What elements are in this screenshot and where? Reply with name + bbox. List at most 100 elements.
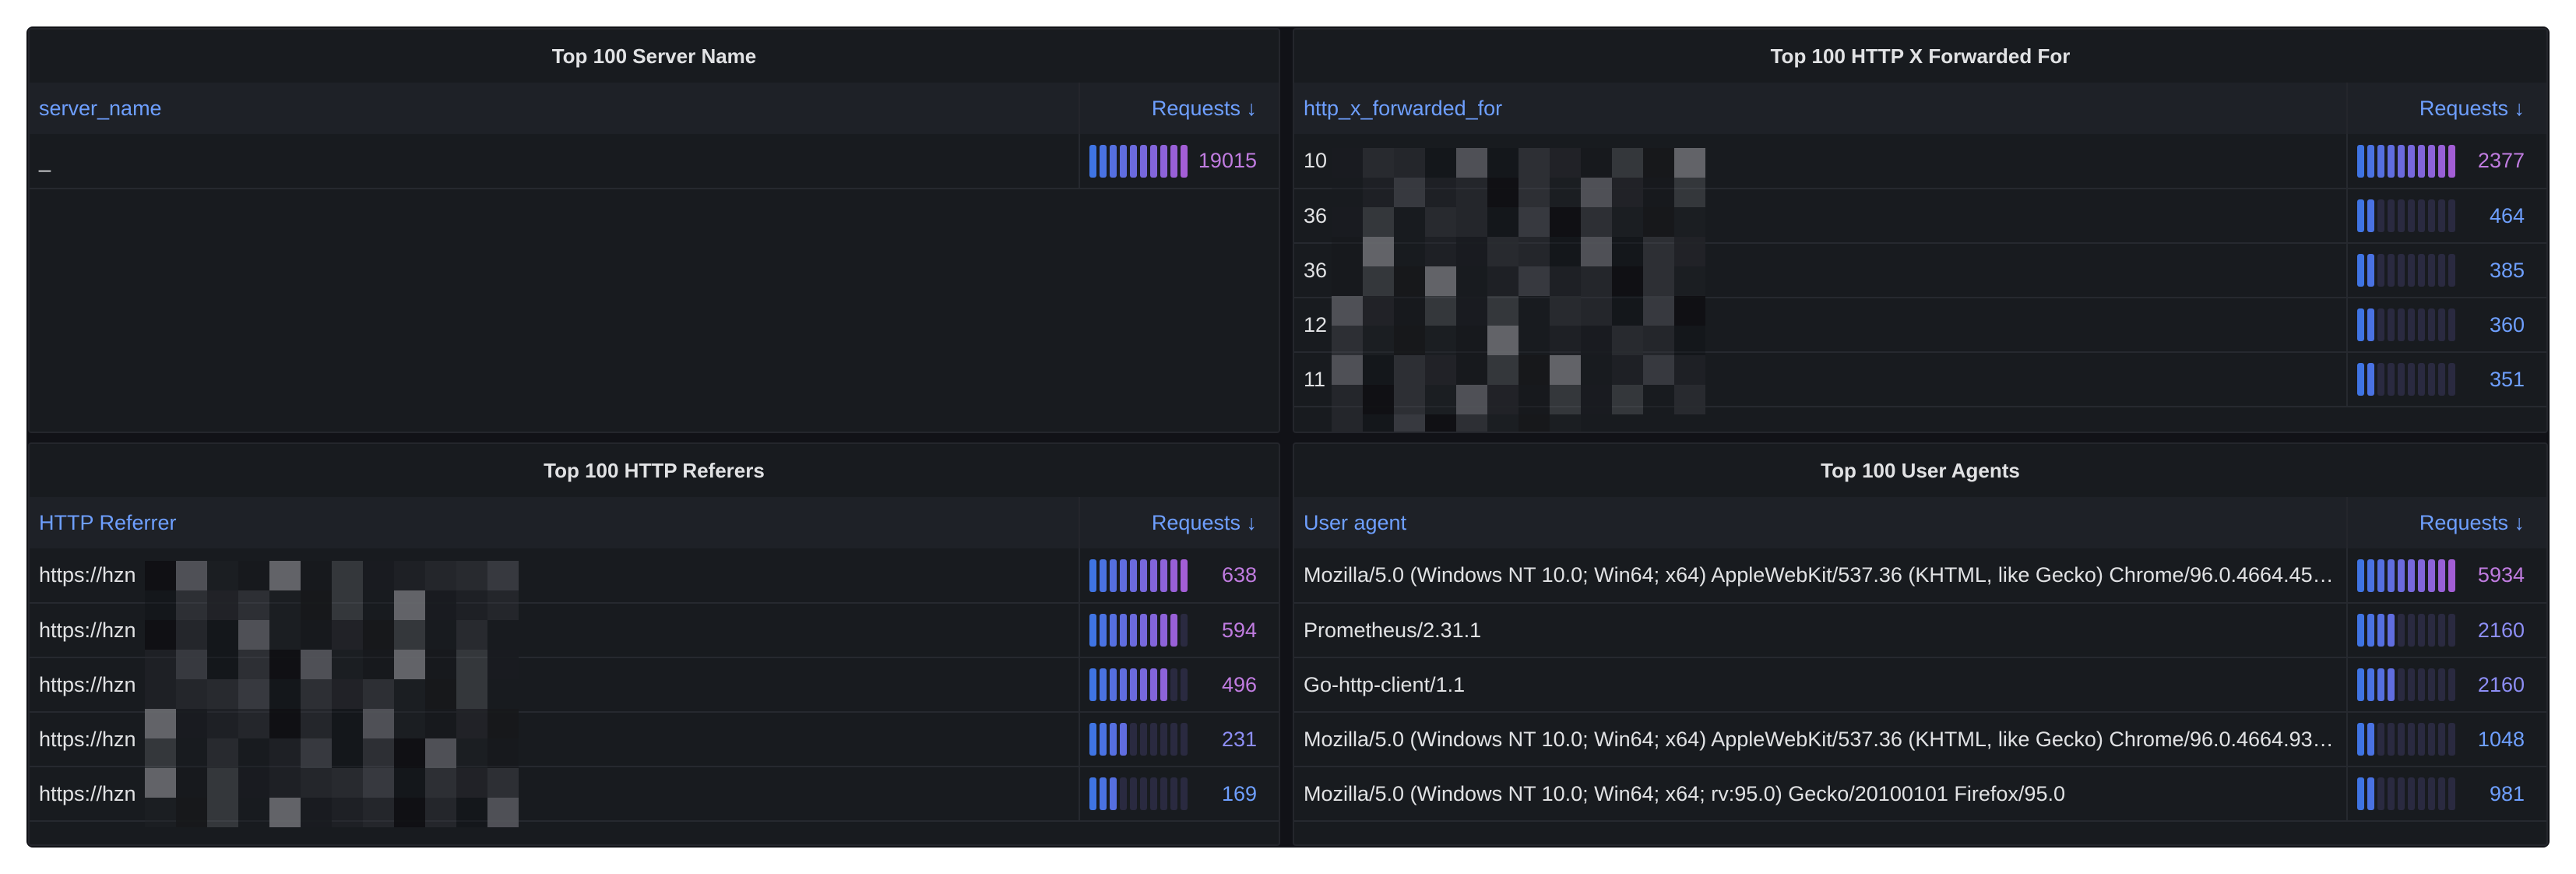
gauge-segment <box>2357 723 2364 756</box>
redaction-block <box>301 561 332 590</box>
redaction-block <box>1674 385 1705 414</box>
table-row[interactable]: Go-http-client/1.1 2160 <box>1294 657 2546 713</box>
column-header-requests[interactable]: Requests ↓ <box>2346 83 2546 134</box>
gauge-segment <box>2448 559 2455 592</box>
redaction-block <box>1425 237 1456 266</box>
gauge-segment <box>1160 559 1167 592</box>
gauge-segment <box>1130 614 1137 647</box>
redaction-block <box>456 709 487 738</box>
gauge-segment <box>2428 777 2435 810</box>
table-row[interactable]: Mozilla/5.0 (Windows NT 10.0; Win64; x64… <box>1294 767 2546 822</box>
table-row[interactable]: _ 19015 <box>30 134 1279 189</box>
gauge-segment <box>2418 199 2425 232</box>
redaction-block <box>269 768 301 798</box>
redaction-block <box>1332 414 1363 432</box>
data-table: server_name Requests ↓ _ 19015 <box>30 83 1279 189</box>
redaction-block <box>456 768 487 798</box>
panel-title[interactable]: Top 100 HTTP X Forwarded For <box>1770 44 2071 68</box>
redaction-block <box>176 709 207 738</box>
redaction-block <box>1643 148 1674 178</box>
panel-forwarded-for: Top 100 HTTP X Forwarded For http_x_forw… <box>1293 28 2548 433</box>
gauge-segment <box>1160 668 1167 701</box>
redaction-block <box>456 738 487 768</box>
bar-gauge <box>1089 559 1188 592</box>
redaction-block <box>301 738 332 768</box>
redaction-block <box>1612 148 1643 178</box>
requests-cell: 464 <box>2346 189 2546 244</box>
gauge-segment <box>1170 144 1177 178</box>
redaction-block <box>1456 414 1487 432</box>
table-row[interactable]: https://hzn 594 <box>30 603 1279 658</box>
table-row[interactable]: Mozilla/5.0 (Windows NT 10.0; Win64; x64… <box>1294 548 2546 604</box>
redaction-block <box>1394 385 1425 414</box>
gauge-segment <box>2408 254 2415 287</box>
gauge-segment <box>2438 723 2445 756</box>
redaction-block <box>1363 414 1394 432</box>
redaction-block <box>363 590 394 620</box>
column-header-user-agent[interactable]: User agent <box>1294 497 2347 548</box>
column-header-requests[interactable]: Requests ↓ <box>1079 83 1279 134</box>
gauge-segment <box>1150 777 1157 810</box>
redaction-block <box>425 590 456 620</box>
redaction-block <box>1363 296 1394 326</box>
panel-title[interactable]: Top 100 Server Name <box>551 44 757 68</box>
redaction-block <box>145 768 176 798</box>
column-header-referrer[interactable]: HTTP Referrer <box>30 497 1079 548</box>
redaction-block <box>1550 326 1581 355</box>
column-header-forwarded-for[interactable]: http_x_forwarded_for <box>1294 83 2347 134</box>
redaction-block <box>176 590 207 620</box>
redaction-pixelation <box>1332 148 1705 432</box>
redaction-block <box>1581 178 1612 207</box>
redaction-block <box>207 798 238 827</box>
gauge-segment <box>1100 614 1107 647</box>
redaction-block <box>1581 237 1612 266</box>
column-header-server-name[interactable]: server_name <box>30 83 1079 134</box>
gauge-segment <box>2428 723 2435 756</box>
panel-title[interactable]: Top 100 User Agents <box>1821 459 2020 482</box>
column-header-requests[interactable]: Requests ↓ <box>1079 497 1279 548</box>
table-row[interactable]: 36 385 <box>1294 243 2546 298</box>
gauge-segment <box>1181 777 1188 810</box>
gauge-segment <box>2367 559 2374 592</box>
gauge-segment <box>1170 559 1177 592</box>
requests-cell: 1048 <box>2346 712 2546 767</box>
redaction-block <box>1487 178 1519 207</box>
redaction-block <box>1643 237 1674 266</box>
redaction-block <box>487 709 519 738</box>
redaction-block <box>1425 385 1456 414</box>
gauge-segment <box>1120 144 1127 178</box>
gauge-segment <box>2438 777 2445 810</box>
redaction-block <box>363 798 394 827</box>
gauge-segment <box>1140 777 1147 810</box>
redaction-block <box>145 650 176 679</box>
redaction-block <box>456 798 487 827</box>
redaction-block <box>1456 296 1487 326</box>
column-header-requests[interactable]: Requests ↓ <box>2346 497 2546 548</box>
redaction-block <box>1425 266 1456 296</box>
request-count: 2160 <box>2477 672 2525 696</box>
redaction-block <box>1550 266 1581 296</box>
gauge-segment <box>1110 614 1117 647</box>
redaction-block <box>1363 148 1394 178</box>
redaction-block <box>1332 296 1363 326</box>
requests-cell: 5934 <box>2346 548 2546 604</box>
redaction-block <box>1425 414 1456 432</box>
redaction-block <box>301 679 332 709</box>
gauge-segment <box>1140 614 1147 647</box>
table-row[interactable]: Mozilla/5.0 (Windows NT 10.0; Win64; x64… <box>1294 712 2546 767</box>
gauge-segment <box>2408 199 2415 232</box>
redaction-block <box>1363 355 1394 385</box>
gauge-segment <box>2398 723 2405 756</box>
redaction-block <box>1394 296 1425 326</box>
redaction-block <box>1456 178 1487 207</box>
table-row[interactable]: Prometheus/2.31.1 2160 <box>1294 603 2546 658</box>
table-row[interactable]: 36 464 <box>1294 189 2546 244</box>
redaction-block <box>1456 326 1487 355</box>
redaction-block <box>1456 207 1487 237</box>
redaction-block <box>394 561 425 590</box>
panel-title[interactable]: Top 100 HTTP Referers <box>544 459 765 482</box>
redaction-block <box>301 650 332 679</box>
gauge-segment <box>2448 254 2455 287</box>
redaction-block <box>1519 237 1550 266</box>
redaction-block <box>1332 355 1363 385</box>
